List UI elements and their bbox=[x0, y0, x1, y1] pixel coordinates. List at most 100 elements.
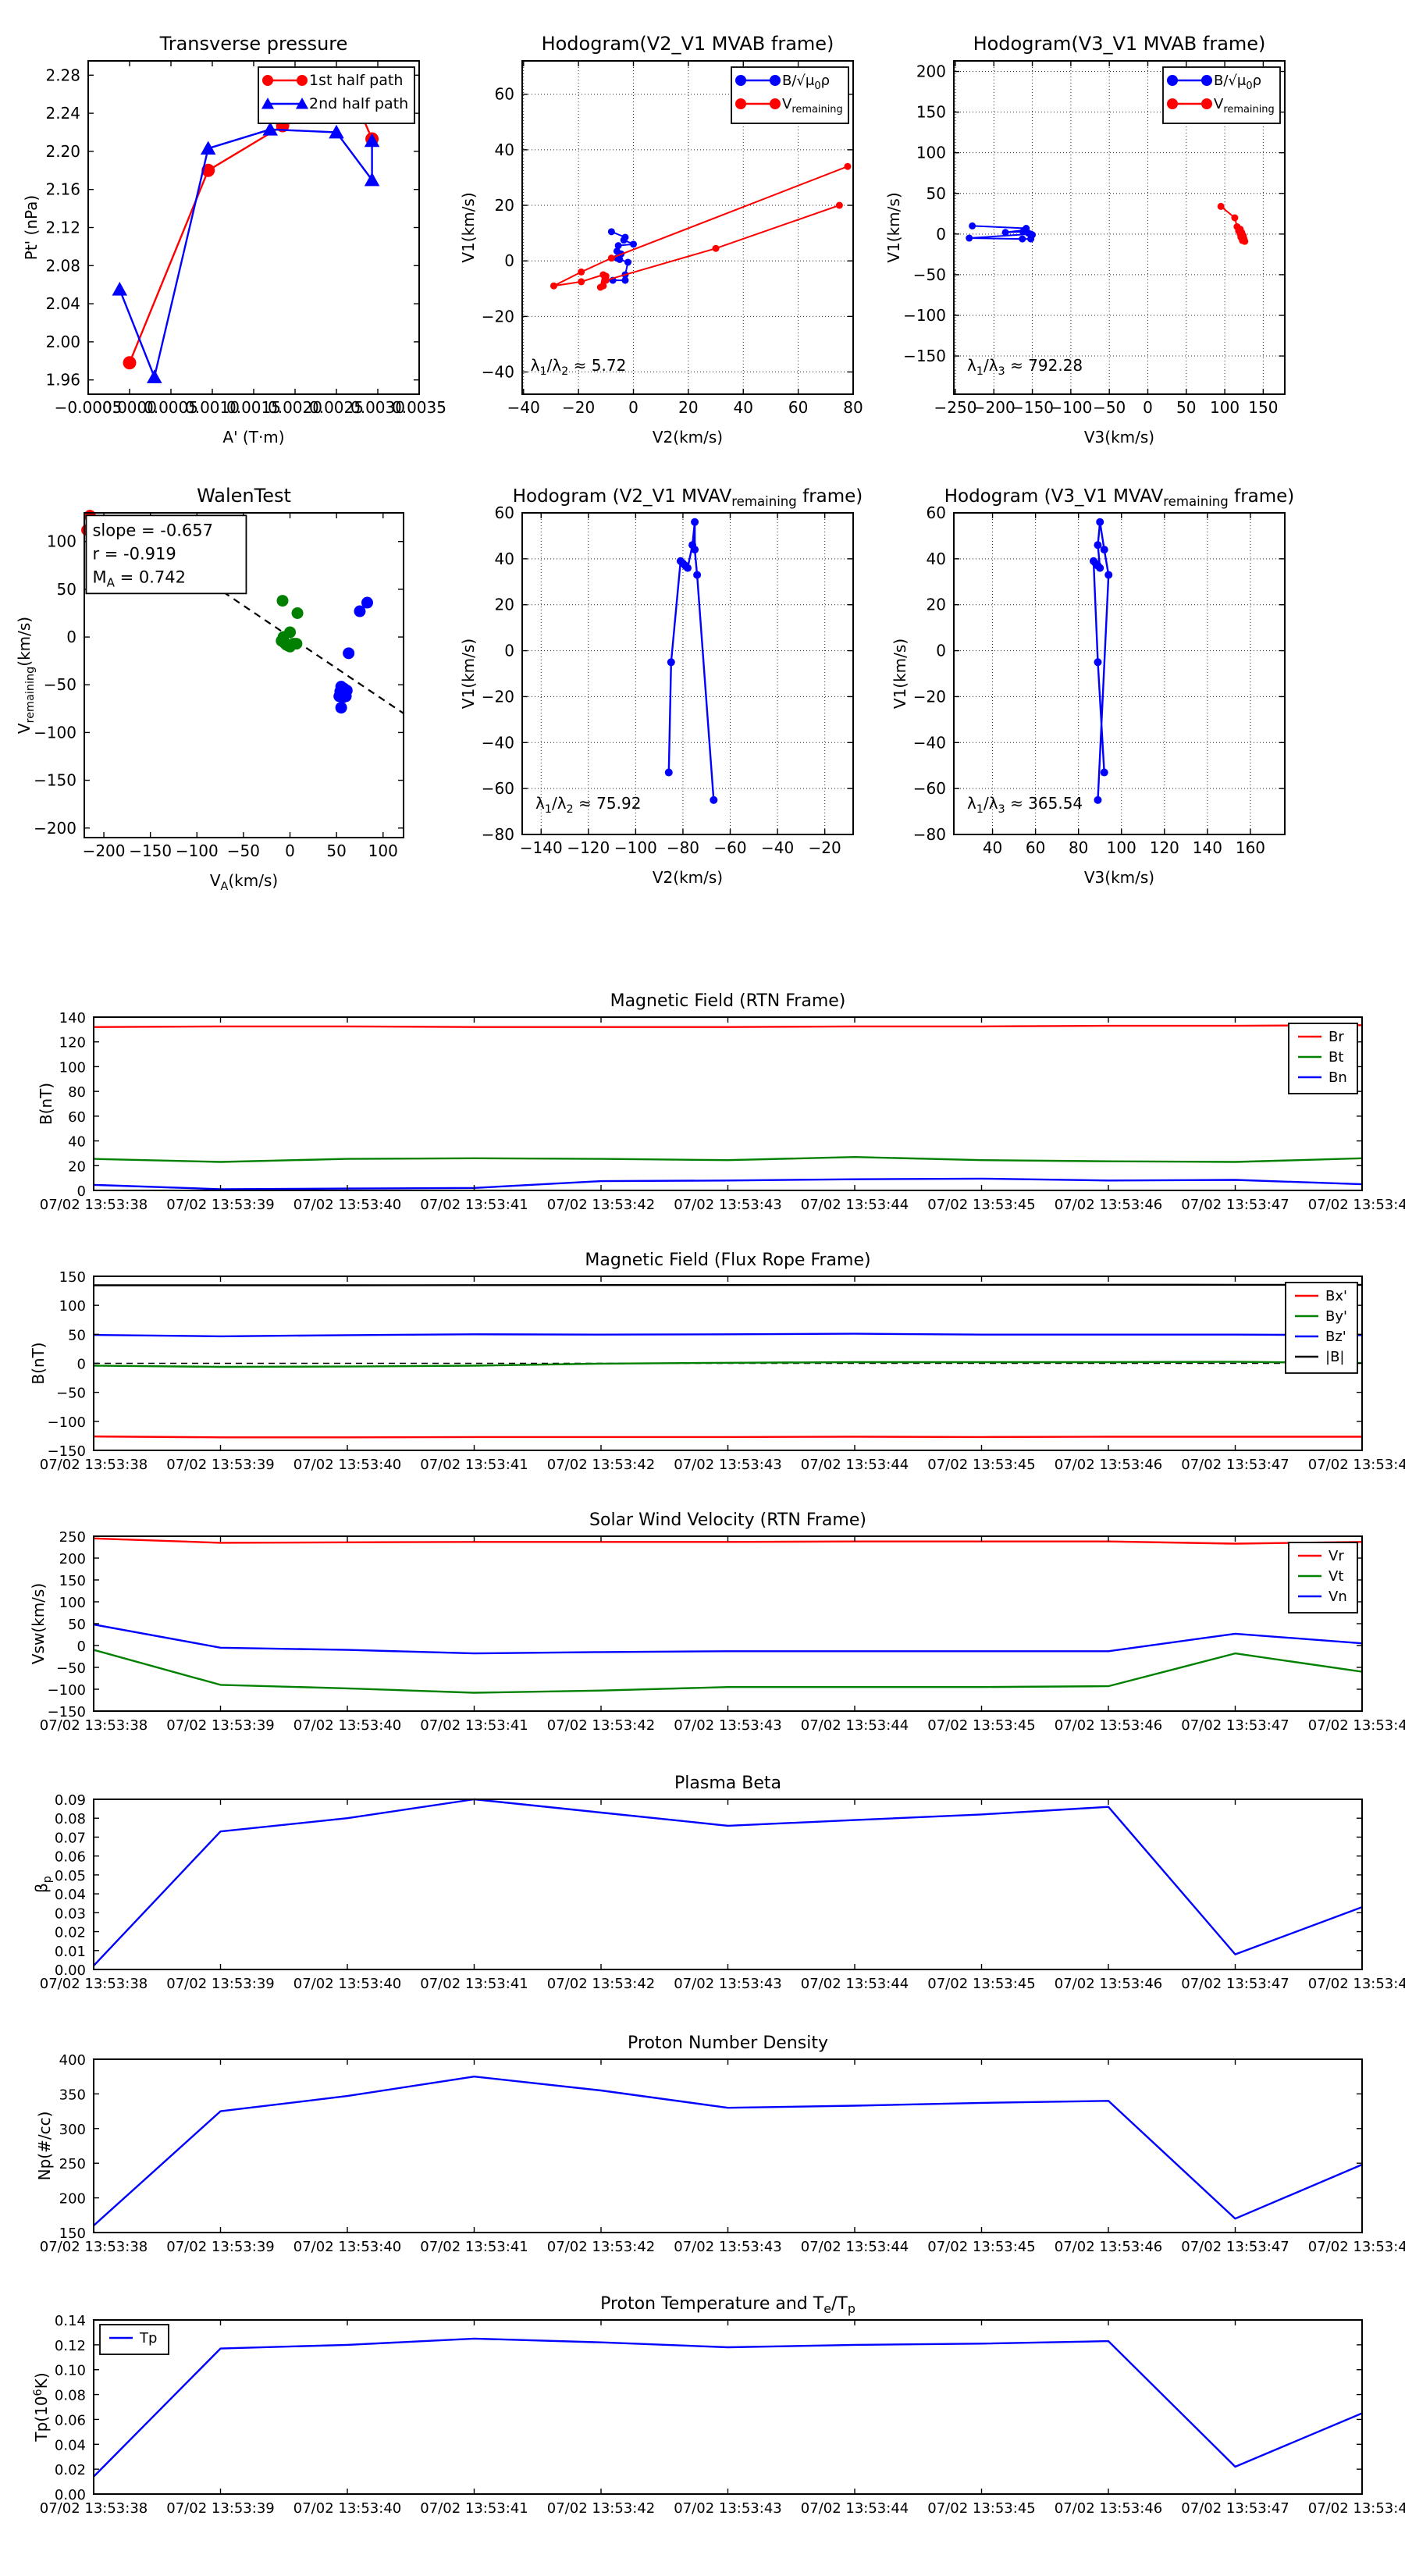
svg-text:07/02 13:53:43: 07/02 13:53:43 bbox=[674, 1197, 781, 1213]
svg-text:07/02 13:53:43: 07/02 13:53:43 bbox=[674, 2500, 781, 2517]
svg-text:100: 100 bbox=[47, 532, 76, 551]
svg-text:100: 100 bbox=[1107, 838, 1136, 857]
svg-text:−150: −150 bbox=[129, 841, 172, 860]
svg-text:07/02 13:53:41: 07/02 13:53:41 bbox=[420, 1457, 528, 1473]
svg-text:−80: −80 bbox=[482, 825, 514, 844]
svg-text:0: 0 bbox=[936, 642, 946, 660]
svg-text:Bx': Bx' bbox=[1325, 1288, 1347, 1304]
svg-text:0.0015: 0.0015 bbox=[226, 398, 281, 417]
svg-text:07/02 13:53:38: 07/02 13:53:38 bbox=[40, 1457, 148, 1473]
svg-text:−40: −40 bbox=[482, 733, 514, 752]
hodogram-v3v1-mvab-plot: −250 −200 −150 −100 −50 0 50 100 150 −150 −100 −50 0… bbox=[884, 33, 1286, 447]
svg-text:Tp: Tp bbox=[139, 2330, 157, 2347]
svg-text:0.03: 0.03 bbox=[55, 1905, 86, 1922]
svg-text:−140: −140 bbox=[520, 838, 563, 857]
svg-text:V1(km/s): V1(km/s) bbox=[884, 192, 903, 262]
svg-text:0.0035: 0.0035 bbox=[392, 398, 446, 417]
hodogram-v2v1-mvab-plot: −40 −20 0 20 40 60 80 −40 −20 0 20 40 60 Hodogram(V2_… bbox=[459, 33, 863, 447]
svg-text:−100: −100 bbox=[1049, 398, 1092, 417]
svg-text:|B|: |B| bbox=[1325, 1349, 1344, 1365]
svg-text:−100: −100 bbox=[48, 1414, 86, 1431]
svg-text:250: 250 bbox=[59, 1529, 86, 1546]
svg-text:07/02 13:53:46: 07/02 13:53:46 bbox=[1055, 1717, 1162, 1734]
svg-text:07/02 13:53:46: 07/02 13:53:46 bbox=[1055, 2500, 1162, 2517]
svg-text:Pt' (nPa): Pt' (nPa) bbox=[22, 195, 41, 260]
svg-text:100: 100 bbox=[368, 841, 398, 860]
svg-text:100: 100 bbox=[59, 1595, 86, 1611]
svg-text:20: 20 bbox=[68, 1158, 86, 1175]
svg-text:160: 160 bbox=[1236, 838, 1265, 857]
svg-text:V2(km/s): V2(km/s) bbox=[653, 428, 723, 447]
svg-text:40: 40 bbox=[983, 838, 1002, 857]
svg-text:60: 60 bbox=[927, 503, 946, 522]
svg-text:λ1/λ2 ≈ 75.92: λ1/λ2 ≈ 75.92 bbox=[535, 794, 641, 816]
magnetic-field-flux-rope-plot: 07/02 13:53:38 07/02 13:53:39 07/02 13:53:… bbox=[29, 1251, 1405, 1473]
svg-text:Tp(106K): Tp(106K) bbox=[32, 2372, 51, 2442]
svg-text:0.0020: 0.0020 bbox=[268, 398, 322, 417]
svg-text:07/02 13:53:46: 07/02 13:53:46 bbox=[1055, 2239, 1162, 2255]
svg-text:07/02 13:53:43: 07/02 13:53:43 bbox=[674, 1976, 781, 1992]
svg-text:07/02 13:53:41: 07/02 13:53:41 bbox=[420, 2239, 528, 2255]
svg-text:07/02 13:53:44: 07/02 13:53:44 bbox=[801, 1457, 909, 1473]
svg-text:50: 50 bbox=[326, 841, 346, 860]
svg-text:2.24: 2.24 bbox=[45, 104, 80, 123]
svg-text:07/02 13:53:42: 07/02 13:53:42 bbox=[547, 1457, 655, 1473]
svg-text:−120: −120 bbox=[567, 838, 610, 857]
svg-text:120: 120 bbox=[1150, 838, 1179, 857]
svg-text:2.16: 2.16 bbox=[45, 180, 80, 199]
svg-text:50: 50 bbox=[927, 184, 946, 203]
svg-text:−20: −20 bbox=[482, 687, 514, 706]
svg-text:07/02 13:53:38: 07/02 13:53:38 bbox=[40, 1976, 148, 1992]
svg-text:Magnetic Field (RTN Frame): Magnetic Field (RTN Frame) bbox=[610, 991, 846, 1011]
svg-text:60: 60 bbox=[1026, 838, 1045, 857]
svg-text:2nd half path: 2nd half path bbox=[309, 95, 408, 112]
svg-text:λ1/λ3 ≈ 792.28: λ1/λ3 ≈ 792.28 bbox=[967, 356, 1083, 378]
svg-text:07/02 13:53:43: 07/02 13:53:43 bbox=[674, 1457, 781, 1473]
svg-text:0: 0 bbox=[628, 398, 638, 417]
svg-text:07/02 13:53:48: 07/02 13:53:48 bbox=[1308, 1976, 1405, 1992]
svg-text:07/02 13:53:42: 07/02 13:53:42 bbox=[547, 1197, 655, 1213]
svg-text:0.14: 0.14 bbox=[55, 2313, 86, 2329]
svg-text:0.06: 0.06 bbox=[55, 1849, 86, 1866]
svg-text:0: 0 bbox=[504, 251, 514, 270]
svg-text:0: 0 bbox=[504, 642, 514, 660]
svg-text:07/02 13:53:38: 07/02 13:53:38 bbox=[40, 2239, 148, 2255]
svg-text:−50: −50 bbox=[44, 675, 76, 694]
svg-text:Proton Temperature and Te/Tp: Proton Temperature and Te/Tp bbox=[600, 2294, 855, 2316]
svg-text:Magnetic Field (Flux Rope Fram: Magnetic Field (Flux Rope Frame) bbox=[585, 1251, 870, 1270]
svg-text:−150: −150 bbox=[903, 347, 946, 365]
svg-text:λ1/λ2 ≈ 5.72: λ1/λ2 ≈ 5.72 bbox=[531, 356, 627, 378]
svg-text:07/02 13:53:39: 07/02 13:53:39 bbox=[166, 1197, 274, 1213]
svg-text:0.0000: 0.0000 bbox=[102, 398, 157, 417]
svg-text:2.08: 2.08 bbox=[45, 256, 80, 275]
svg-text:V3(km/s): V3(km/s) bbox=[1084, 428, 1154, 447]
transverse-pressure-plot: −0.0005 0.0000 0.0005 0.0010 0.0015 0.0020 0.0… bbox=[22, 33, 446, 447]
svg-text:A' (T·m): A' (T·m) bbox=[222, 428, 284, 447]
svg-text:07/02 13:53:41: 07/02 13:53:41 bbox=[420, 2500, 528, 2517]
svg-text:350: 350 bbox=[59, 2087, 86, 2103]
svg-text:Vremaining: Vremaining bbox=[1214, 96, 1275, 116]
svg-text:0: 0 bbox=[66, 628, 76, 646]
svg-text:Hodogram(V3_V1 MVAB frame): Hodogram(V3_V1 MVAB frame) bbox=[973, 33, 1266, 55]
svg-text:07/02 13:53:47: 07/02 13:53:47 bbox=[1181, 1976, 1289, 1992]
svg-text:07/02 13:53:42: 07/02 13:53:42 bbox=[547, 2239, 655, 2255]
svg-text:20: 20 bbox=[678, 398, 698, 417]
svg-text:V1(km/s): V1(km/s) bbox=[459, 639, 478, 709]
svg-text:MA = 0.742: MA = 0.742 bbox=[92, 568, 186, 589]
svg-text:−50: −50 bbox=[913, 265, 946, 284]
svg-text:07/02 13:53:43: 07/02 13:53:43 bbox=[674, 1717, 781, 1734]
svg-text:40: 40 bbox=[495, 141, 514, 159]
svg-text:07/02 13:53:39: 07/02 13:53:39 bbox=[166, 1717, 274, 1734]
svg-text:−0.0005: −0.0005 bbox=[55, 398, 123, 417]
svg-text:2.20: 2.20 bbox=[45, 142, 80, 161]
svg-text:Hodogram (V3_V1 MVAVremaining: Hodogram (V3_V1 MVAVremaining frame) bbox=[944, 486, 1295, 509]
svg-text:Bt: Bt bbox=[1329, 1049, 1343, 1066]
svg-text:07/02 13:53:47: 07/02 13:53:47 bbox=[1181, 1197, 1289, 1213]
svg-text:slope = -0.657: slope = -0.657 bbox=[92, 521, 213, 539]
svg-text:B(nT): B(nT) bbox=[29, 1342, 48, 1384]
svg-text:−150: −150 bbox=[34, 771, 76, 790]
svg-text:0.00: 0.00 bbox=[55, 1962, 86, 1979]
svg-text:07/02 13:53:40: 07/02 13:53:40 bbox=[293, 2500, 401, 2517]
svg-text:07/02 13:53:48: 07/02 13:53:48 bbox=[1308, 2500, 1405, 2517]
svg-text:07/02 13:53:42: 07/02 13:53:42 bbox=[547, 1717, 655, 1734]
